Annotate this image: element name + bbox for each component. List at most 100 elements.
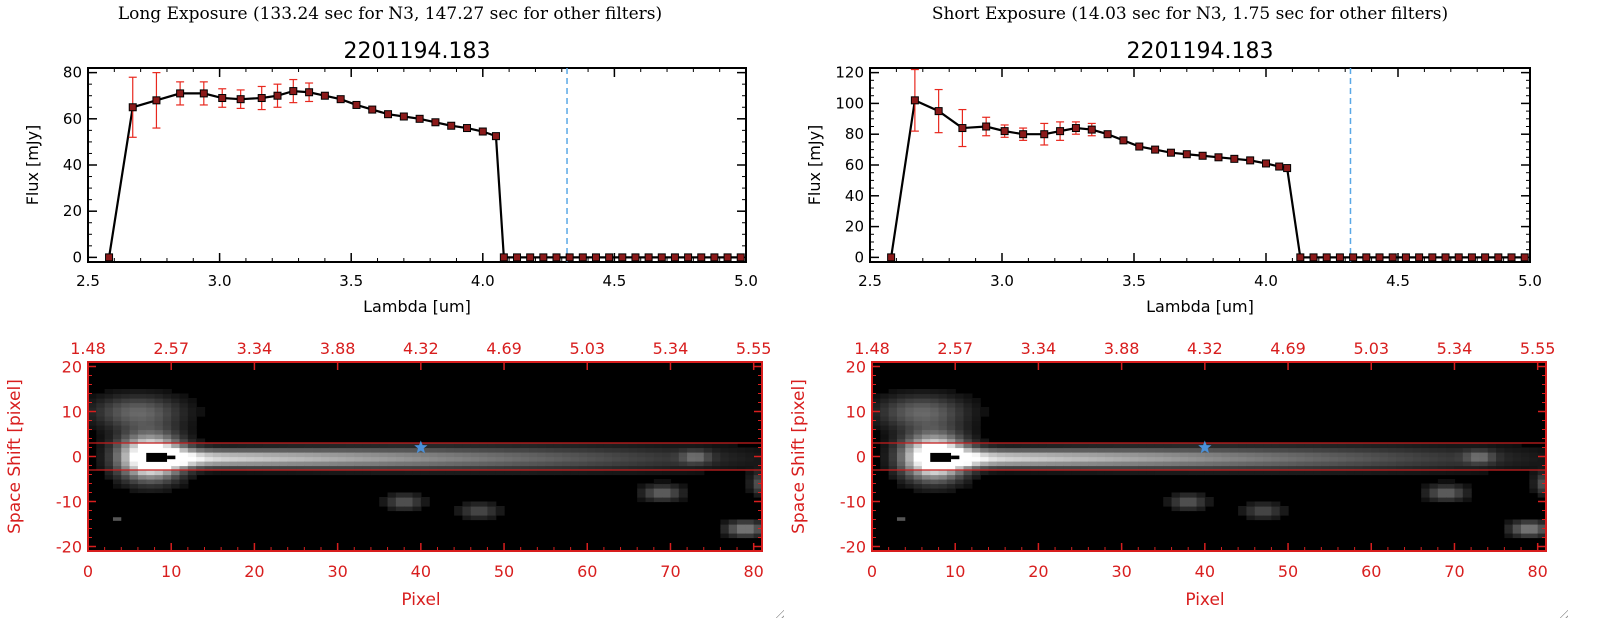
image-pixel bbox=[171, 479, 181, 485]
data-point bbox=[526, 253, 535, 262]
image-pixel bbox=[1529, 519, 1539, 525]
image-pixel bbox=[963, 416, 973, 422]
image-pixel bbox=[1462, 483, 1472, 489]
image-pixel bbox=[896, 411, 906, 417]
image-pixel bbox=[1362, 452, 1372, 458]
data-point bbox=[305, 88, 314, 97]
image-pixel bbox=[1471, 443, 1481, 449]
image-pixel bbox=[462, 515, 472, 521]
image-pixel bbox=[896, 389, 906, 395]
image-pixel bbox=[179, 479, 189, 485]
image-pixel bbox=[121, 447, 131, 453]
image-pixel bbox=[753, 474, 762, 480]
image-pixel bbox=[753, 465, 762, 471]
image-pixel bbox=[154, 420, 164, 426]
image-pixel bbox=[437, 452, 447, 458]
image-pixel bbox=[204, 465, 214, 471]
image-pixel bbox=[1387, 443, 1397, 449]
image-top-tick-label: 2.57 bbox=[937, 339, 973, 358]
image-pixel bbox=[963, 483, 973, 489]
image-pixel bbox=[880, 434, 890, 440]
image-pixel bbox=[179, 474, 189, 480]
image-pixel bbox=[653, 447, 663, 453]
image-pixel bbox=[104, 443, 114, 449]
image-pixel bbox=[296, 456, 305, 462]
image-pixel bbox=[162, 407, 172, 413]
image-pixel bbox=[930, 411, 940, 417]
image-pixel bbox=[1179, 497, 1189, 503]
image-pixel bbox=[246, 465, 256, 471]
image-pixel bbox=[703, 452, 713, 458]
image-pixel bbox=[1238, 461, 1248, 467]
image-pixel bbox=[963, 456, 973, 462]
image-pixel bbox=[162, 402, 172, 408]
image-pixel bbox=[921, 456, 931, 462]
image-pixel bbox=[753, 461, 762, 467]
image-pixel bbox=[620, 447, 630, 453]
image-pixel bbox=[938, 393, 948, 399]
image-pixel bbox=[905, 438, 915, 444]
image-pixel bbox=[1346, 470, 1356, 476]
image-pixel bbox=[454, 506, 464, 512]
image-pixel bbox=[1104, 452, 1114, 458]
image-pixel bbox=[320, 456, 330, 462]
image-pixel bbox=[888, 402, 898, 408]
image-y-tick-label: 0 bbox=[72, 448, 82, 467]
image-pixel bbox=[753, 470, 762, 476]
image-pixel bbox=[938, 420, 948, 426]
image-pixel bbox=[921, 483, 931, 489]
image-pixel bbox=[578, 461, 588, 467]
image-pixel bbox=[520, 456, 530, 462]
image-pixel bbox=[687, 443, 697, 449]
data-point bbox=[352, 100, 361, 109]
image-pixel bbox=[1030, 470, 1040, 476]
image-pixel bbox=[1246, 501, 1256, 507]
image-pixel bbox=[905, 407, 915, 413]
image-pixel bbox=[1030, 452, 1040, 458]
image-pixel bbox=[1404, 447, 1414, 453]
image-pixel bbox=[1529, 474, 1539, 480]
image-pixel bbox=[1271, 515, 1281, 521]
image-pixel bbox=[121, 465, 131, 471]
image-pixel bbox=[1279, 506, 1289, 512]
image-pixel bbox=[1279, 510, 1289, 516]
image-pixel bbox=[387, 461, 397, 467]
image-pixel bbox=[1371, 470, 1381, 476]
image-pixel bbox=[445, 465, 455, 471]
image-pixel bbox=[279, 452, 289, 458]
image-pixel bbox=[1121, 461, 1131, 467]
image-pixel bbox=[379, 461, 389, 467]
data-point bbox=[273, 91, 282, 100]
image-pixel bbox=[888, 411, 898, 417]
image-pixel bbox=[1221, 461, 1231, 467]
data-point bbox=[1375, 253, 1384, 262]
image-pixel bbox=[896, 429, 906, 435]
image-pixel bbox=[1171, 447, 1181, 453]
image-pixel bbox=[1487, 443, 1497, 449]
image-pixel bbox=[1437, 461, 1447, 467]
image-pixel bbox=[1504, 524, 1514, 530]
image-pixel bbox=[1379, 452, 1389, 458]
image-pixel bbox=[1171, 443, 1181, 449]
image-pixel bbox=[628, 447, 638, 453]
image-pixel bbox=[872, 407, 881, 413]
image-pixel bbox=[1454, 492, 1464, 498]
image-pixel bbox=[529, 452, 538, 458]
image-pixel bbox=[104, 425, 114, 431]
image-pixel bbox=[504, 470, 513, 476]
image-pixel bbox=[1163, 447, 1173, 453]
image-pixel bbox=[1429, 470, 1439, 476]
image-pixel bbox=[162, 447, 172, 453]
image-pixel bbox=[913, 425, 923, 431]
data-point bbox=[478, 127, 487, 136]
image-pixel bbox=[395, 470, 405, 476]
image-pixel bbox=[1038, 452, 1048, 458]
image-pixel bbox=[312, 470, 322, 476]
image-pixel bbox=[287, 461, 297, 467]
image-pixel bbox=[137, 411, 147, 417]
image-pixel bbox=[1387, 456, 1397, 462]
image-pixel bbox=[720, 519, 730, 525]
image-pixel bbox=[137, 479, 147, 485]
image-pixel bbox=[320, 470, 330, 476]
image-pixel bbox=[129, 420, 139, 426]
